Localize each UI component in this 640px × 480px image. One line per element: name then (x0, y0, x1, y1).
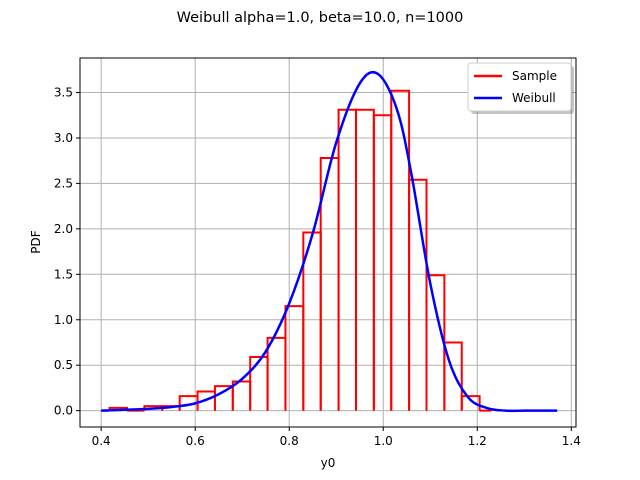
x-tick-label: 0.6 (186, 434, 205, 448)
plot-frame (79, 57, 577, 428)
y-tick-label: 3.0 (54, 131, 73, 145)
histogram-bar (231, 380, 252, 411)
histogram-bar (266, 336, 287, 411)
x-axis: 0.4 0.6 0.8 1.0 1.2 1.4 (92, 427, 581, 448)
x-tick-label: 1.0 (374, 434, 393, 448)
y-tick-label: 1.5 (54, 267, 73, 281)
y-axis-label: PDF (29, 230, 43, 253)
x-tick-label: 1.2 (468, 434, 487, 448)
chart-title: Weibull alpha=1.0, beta=10.0, n=1000 (177, 10, 464, 26)
legend-label-sample: Sample (512, 69, 557, 83)
x-tick-label: 1.4 (562, 434, 581, 448)
histogram-bar (460, 395, 481, 411)
histogram-bar (390, 89, 411, 411)
y-tick-label: 0.0 (54, 404, 73, 418)
x-tick-label: 0.8 (280, 434, 299, 448)
y-tick-label: 3.5 (54, 86, 73, 100)
y-tick-label: 1.0 (54, 313, 73, 327)
histogram-bar (213, 385, 234, 411)
legend: Sample Weibull (467, 62, 574, 114)
legend-label-weibull: Weibull (512, 91, 556, 105)
x-axis-label: y0 (321, 456, 336, 470)
y-tick-label: 2.0 (54, 222, 73, 236)
histogram-bar (443, 341, 463, 411)
weibull-pdf-line (101, 70, 558, 413)
x-tick-label: 0.4 (92, 434, 111, 448)
histogram-bar (372, 114, 393, 411)
histogram-bar (425, 274, 446, 411)
y-tick-label: 0.5 (54, 358, 73, 372)
y-tick-label: 2.5 (54, 176, 73, 190)
histogram-bar (284, 305, 305, 411)
sample-histogram (101, 89, 492, 412)
y-axis: 0.0 0.5 1.0 1.5 2.0 2.5 3.0 3.5 (54, 86, 80, 418)
weibull-curve (101, 70, 558, 413)
